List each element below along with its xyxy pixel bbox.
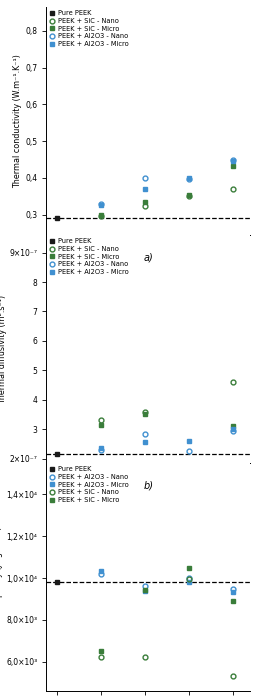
X-axis label: Reinforcement rate (vol. %): Reinforcement rate (vol. %): [90, 255, 207, 265]
Y-axis label: Heat capacity (J.kg⁻¹.K⁻¹): Heat capacity (J.kg⁻¹.K⁻¹): [0, 526, 3, 628]
Legend: Pure PEEK, PEEK + SiC - Nano, PEEK + SiC - Micro, PEEK + Al2O3 - Nano, PEEK + Al: Pure PEEK, PEEK + SiC - Nano, PEEK + SiC…: [49, 237, 130, 276]
Text: a): a): [143, 253, 153, 262]
Legend: Pure PEEK, PEEK + SiC - Nano, PEEK + SiC - Micro, PEEK + Al2O3 - Nano, PEEK + Al: Pure PEEK, PEEK + SiC - Nano, PEEK + SiC…: [49, 9, 130, 48]
Text: b): b): [143, 480, 153, 491]
Legend: Pure PEEK, PEEK + Al2O3 - Nano, PEEK + Al2O3 - Micro, PEEK + SiC - Nano, PEEK + : Pure PEEK, PEEK + Al2O3 - Nano, PEEK + A…: [49, 465, 130, 505]
Y-axis label: Thermal diffusivity (m².s⁻¹): Thermal diffusivity (m².s⁻¹): [0, 295, 7, 403]
X-axis label: Reinforcement rate (vol. %): Reinforcement rate (vol. %): [90, 484, 207, 493]
Y-axis label: Thermal conductivity (W.m⁻¹.K⁻¹): Thermal conductivity (W.m⁻¹.K⁻¹): [13, 54, 22, 188]
